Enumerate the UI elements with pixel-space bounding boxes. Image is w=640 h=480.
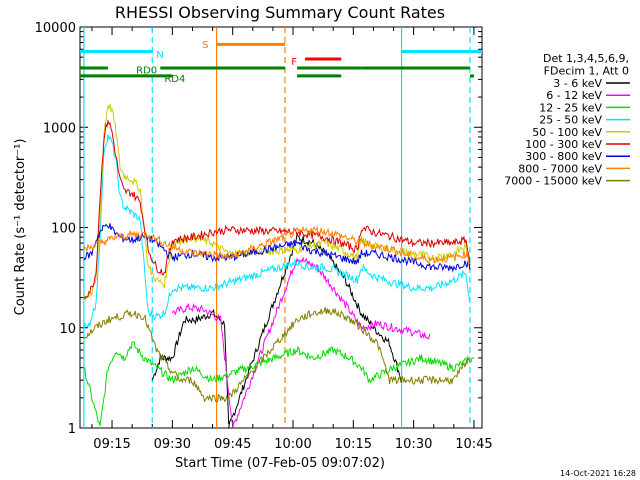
- series-line-7: [83, 225, 471, 265]
- series-line-2: [83, 341, 475, 427]
- timestamp: 14-Oct-2021 16:28: [560, 469, 636, 478]
- x-tick-label: 10:15: [335, 437, 372, 452]
- state-label-s: S: [202, 40, 208, 51]
- y-tick-label: 100: [51, 222, 76, 237]
- y-tick-label: 10000: [35, 21, 76, 36]
- legend-entry: 800 - 7000 keV: [518, 162, 602, 175]
- series-line-3: [83, 134, 471, 328]
- state-label-rd4: RD4: [164, 74, 185, 85]
- legend-header: Det 1,3,4,5,6,9,: [543, 52, 629, 65]
- plot-frame: [79, 26, 483, 429]
- legend-entry: 3 - 6 keV: [553, 77, 602, 90]
- state-label-n: N: [156, 50, 163, 61]
- y-tick-label: 1: [68, 422, 76, 437]
- legend-entry: 50 - 100 keV: [532, 126, 602, 139]
- series-line-1: [171, 256, 431, 429]
- y-tick-label: 1000: [43, 121, 76, 136]
- legend-entry: 100 - 300 keV: [525, 138, 602, 151]
- chart-title: RHESSI Observing Summary Count Rates: [115, 3, 445, 22]
- x-tick-label: 10:45: [455, 437, 492, 452]
- series-line-4: [83, 103, 471, 301]
- state-label-rd0: RD0: [136, 66, 157, 77]
- series-line-8: [83, 307, 471, 403]
- legend: Det 1,3,4,5,6,9,FDecim 1, Att 03 - 6 keV…: [504, 52, 630, 188]
- legend-entry: 300 - 800 keV: [525, 150, 602, 163]
- x-tick-label: 10:00: [274, 437, 311, 452]
- legend-header: FDecim 1, Att 0: [544, 65, 629, 78]
- series-line-5: [83, 119, 471, 300]
- state-label-f: F: [291, 57, 297, 68]
- legend-entry: 25 - 50 keV: [539, 114, 602, 127]
- plot-area: 1 10 100 1000 10000 09:15 09:30 09:45 10:00 10:15…: [35, 21, 493, 452]
- legend-entry: 7000 - 15000 keV: [504, 175, 602, 188]
- x-tick-label: 09:30: [154, 437, 191, 452]
- legend-entry: 6 - 12 keV: [546, 89, 602, 102]
- x-tick-label: 09:15: [93, 437, 130, 452]
- x-axis-label: Start Time (07-Feb-05 09:07:02): [175, 456, 385, 471]
- x-tick-label: 09:45: [214, 437, 251, 452]
- y-axis-label: Count Rate (s⁻¹ detector⁻¹): [13, 139, 28, 316]
- y-tick-label: 10: [59, 322, 76, 337]
- legend-entry: 12 - 25 keV: [539, 101, 602, 114]
- x-tick-label: 10:30: [395, 437, 432, 452]
